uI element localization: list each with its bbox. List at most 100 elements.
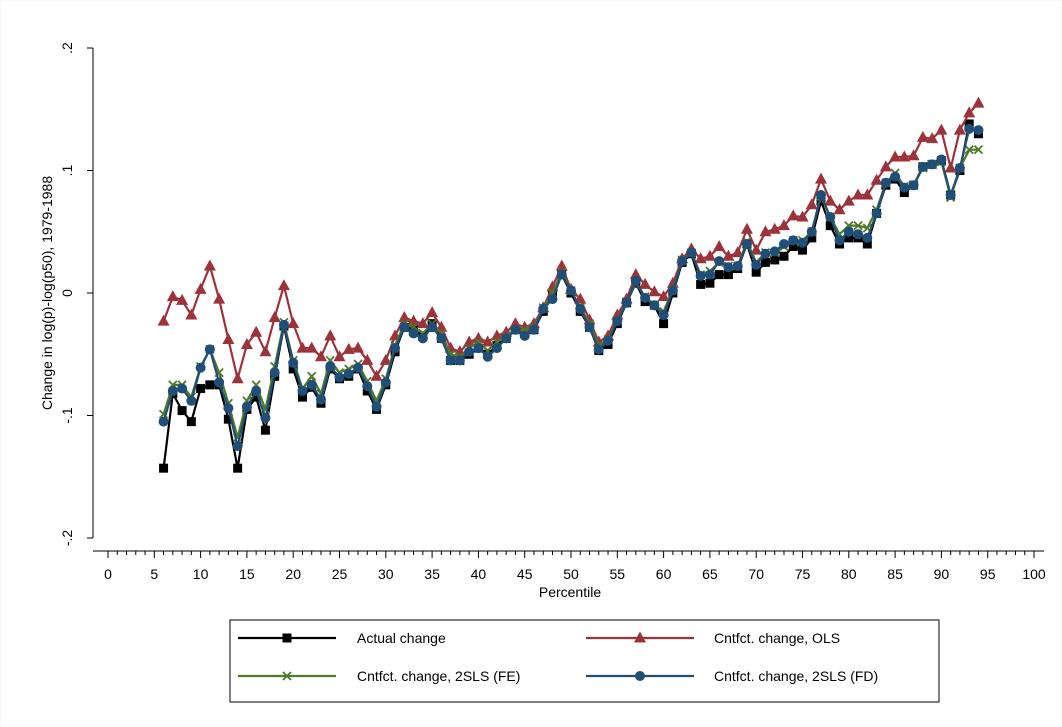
y-axis-title: Change in log(p)-log(p50), 1979-1988 (39, 176, 55, 410)
data-point (666, 276, 679, 288)
data-point (816, 190, 827, 200)
data-point (649, 300, 660, 311)
data-point (260, 412, 271, 423)
data-point (566, 285, 576, 296)
data-point (250, 325, 263, 337)
data-point (639, 277, 652, 289)
data-point (481, 335, 494, 347)
x-tick-label: 65 (702, 566, 718, 582)
legend-item: Cntfct. change, 2SLS (FD) (586, 668, 878, 684)
data-point (770, 255, 780, 265)
data-point (306, 379, 317, 390)
data-point (398, 311, 411, 322)
data-point (659, 319, 669, 329)
data-point (194, 282, 207, 294)
data-point (307, 371, 317, 381)
data-point (333, 350, 346, 362)
data-point (379, 353, 392, 365)
data-point (196, 384, 206, 394)
x-tick-label: 25 (332, 566, 348, 582)
data-point (334, 372, 345, 383)
data-point (704, 269, 715, 280)
data-point (223, 403, 234, 414)
y-tick-label: -.2 (59, 530, 75, 547)
x-tick-label: 35 (424, 566, 440, 582)
data-point (964, 123, 975, 134)
data-point (501, 333, 512, 344)
data-point (926, 132, 939, 144)
x-tick-label: 55 (610, 566, 626, 582)
legend-box (229, 619, 940, 703)
data-point (390, 343, 401, 354)
data-point (805, 198, 818, 210)
data-point (705, 278, 715, 288)
data-point (908, 180, 919, 191)
data-point (325, 361, 336, 372)
data-point (797, 237, 808, 248)
data-point (889, 150, 902, 162)
data-point (732, 261, 743, 272)
data-point (463, 335, 476, 347)
data-point (167, 386, 178, 396)
x-tick-label: 40 (471, 566, 487, 582)
data-point (427, 322, 438, 333)
data-point (260, 425, 270, 435)
data-point (268, 311, 281, 322)
data-point (315, 394, 326, 405)
data-point (768, 222, 781, 234)
data-point (436, 333, 447, 344)
data-point (788, 235, 799, 246)
data-point (843, 226, 854, 237)
data-point (231, 372, 244, 384)
data-point (834, 235, 845, 246)
data-point (696, 279, 706, 289)
x-tick-label: 90 (934, 566, 950, 582)
legend-item: Actual change (238, 630, 446, 646)
data-point (223, 414, 233, 424)
legend-item: Cntfct. change, OLS (586, 630, 840, 646)
x-tick-label: 95 (980, 566, 996, 582)
data-point (723, 262, 734, 273)
data-point (157, 314, 170, 326)
data-point (677, 256, 688, 267)
x-axis-title: Percentile (539, 584, 601, 600)
data-point (324, 329, 337, 341)
data-point (158, 416, 169, 427)
data-point (473, 343, 484, 354)
data-point (713, 239, 726, 251)
data-point (547, 294, 558, 305)
data-point (862, 239, 872, 249)
y-tick-label: .1 (59, 164, 75, 176)
data-point (833, 203, 846, 215)
data-point (787, 209, 800, 221)
data-point (722, 249, 735, 261)
data-point (815, 172, 828, 184)
x-axis: 0 5 10 15 20 25 30 35 40 45 50 55 60 65 70 75 80 85 90 95 10… (93, 550, 1046, 582)
x-tick-label: 75 (795, 566, 811, 582)
data-point (760, 248, 771, 259)
data-point (251, 386, 262, 396)
legend-marker (635, 671, 645, 681)
data-point (213, 292, 226, 304)
data-point (935, 123, 948, 135)
data-point (769, 246, 780, 257)
legend: Actual change Cntfct. change, OLS Cntfct. … (229, 619, 940, 703)
legend-marker (282, 671, 292, 681)
data-point (176, 293, 189, 305)
data-point (879, 160, 892, 172)
data-point (954, 163, 965, 174)
data-point (898, 150, 911, 162)
data-point (844, 233, 854, 243)
data-point (177, 406, 187, 416)
data-point (806, 226, 817, 237)
data-point (240, 337, 253, 349)
data-point (556, 269, 567, 280)
data-point (640, 292, 651, 303)
data-point (751, 267, 761, 277)
x-tick-label: 5 (150, 566, 158, 582)
data-point (241, 401, 252, 412)
data-point (807, 233, 817, 243)
data-point (232, 441, 243, 452)
data-point (936, 154, 947, 165)
